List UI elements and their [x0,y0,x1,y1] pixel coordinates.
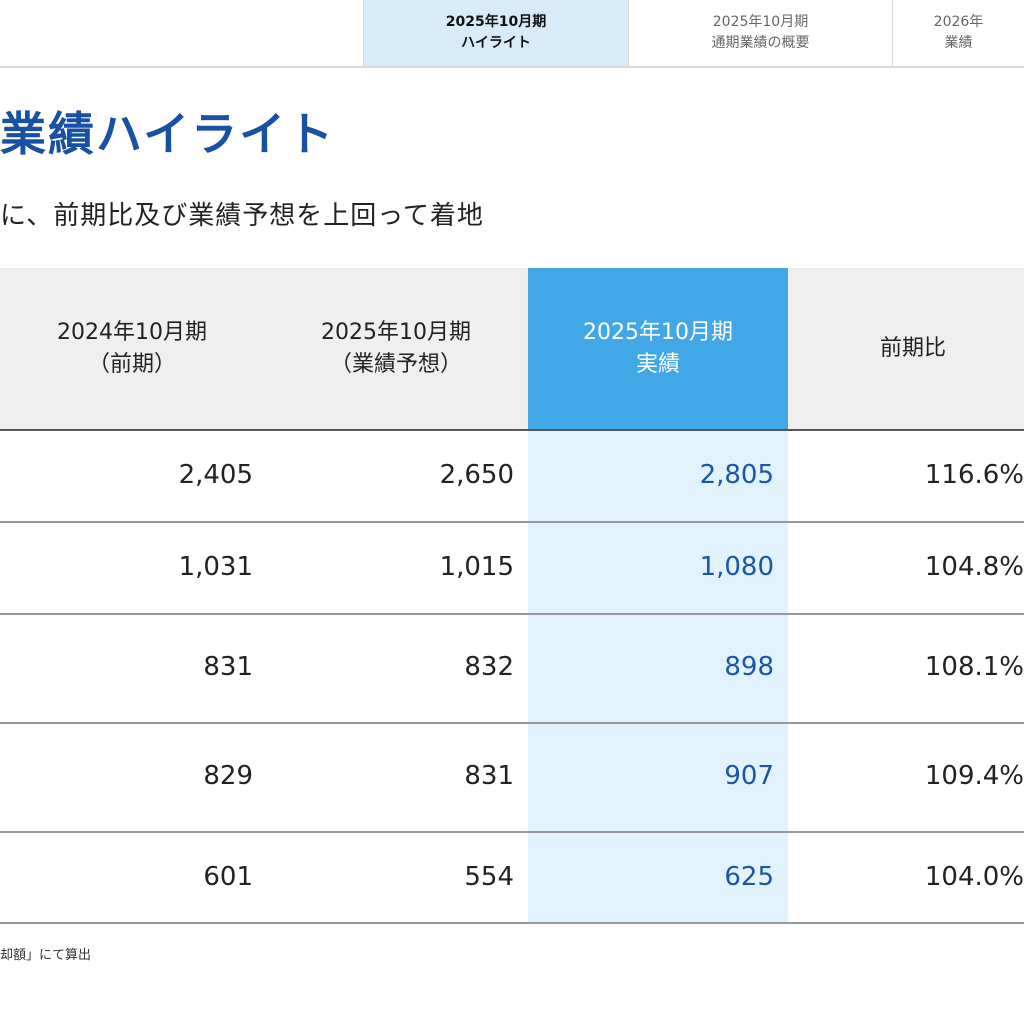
cell-actual: 1,080 [699,552,774,582]
cell-forecast: 554 [464,862,514,892]
section-tab-bar: 2025年10月期 ハイライト 2025年10月期 通期業績の概要 2026年 … [0,0,1024,68]
header-line1: 2024年10月期 [57,319,207,345]
tab-label-line1: 2025年10月期 [445,14,547,30]
row-divider [0,722,1024,724]
cell-actual: 898 [724,652,774,682]
cell-yoy: 104.0% [924,862,1024,892]
header-line2: 実績 [635,351,680,377]
row-divider [0,922,1024,924]
cell-actual: 625 [724,862,774,892]
cell-prior: 831 [203,652,253,682]
header-line2: （前期） [87,351,176,377]
header-forecast: 2025年10月期 （業績予想） [264,268,528,429]
cell-forecast: 1,015 [439,552,514,582]
cell-prior: 1,031 [178,552,253,582]
cell-actual: 2,805 [699,460,774,490]
tab-label-line1: 2025年10月期 [712,14,809,30]
header-actual: 2025年10月期 実績 [528,268,788,429]
header-line1: 2025年10月期 [583,319,733,345]
cell-yoy: 108.1% [924,652,1024,682]
cell-yoy: 104.8% [924,552,1024,582]
header-prior-year: 2024年10月期 （前期） [0,268,264,429]
row-divider [0,831,1024,833]
tab-full-year-summary[interactable]: 2025年10月期 通期業績の概要 [628,0,892,66]
cell-forecast: 831 [464,761,514,791]
cell-prior: 601 [203,862,253,892]
header-line1: 前期比 [879,335,946,361]
header-yoy: 前期比 [788,268,1024,429]
tab-highlight[interactable]: 2025年10月期 ハイライト [363,0,628,66]
cell-forecast: 832 [464,652,514,682]
table-header-background [0,268,1024,429]
tab-label-line2: 通期業績の概要 [711,35,810,51]
page-title: 業績ハイライト [0,107,336,161]
cell-prior: 2,405 [178,460,253,490]
tab-label-line2: ハイライト [461,35,531,51]
cell-forecast: 2,650 [439,460,514,490]
header-line1: 2025年10月期 [321,319,471,345]
cell-actual: 907 [724,761,774,791]
tab-next-year-forecast[interactable]: 2026年 業績 [892,0,1024,66]
tab-label-line1: 2026年 [933,14,984,30]
header-line2: （業績予想） [329,351,462,377]
cell-yoy: 109.4% [924,761,1024,791]
row-divider [0,613,1024,615]
cell-prior: 829 [203,761,253,791]
tab-label-line2: 業績 [944,35,973,51]
footnote: 却額」にて算出 [0,948,92,963]
actual-column-highlight [528,429,788,923]
cell-yoy: 116.6% [924,460,1024,490]
header-divider [0,429,1024,431]
actual-header-highlight [528,268,788,429]
page-subtitle: に、前期比及び業績予想を上回って着地 [0,201,484,231]
row-divider [0,521,1024,523]
